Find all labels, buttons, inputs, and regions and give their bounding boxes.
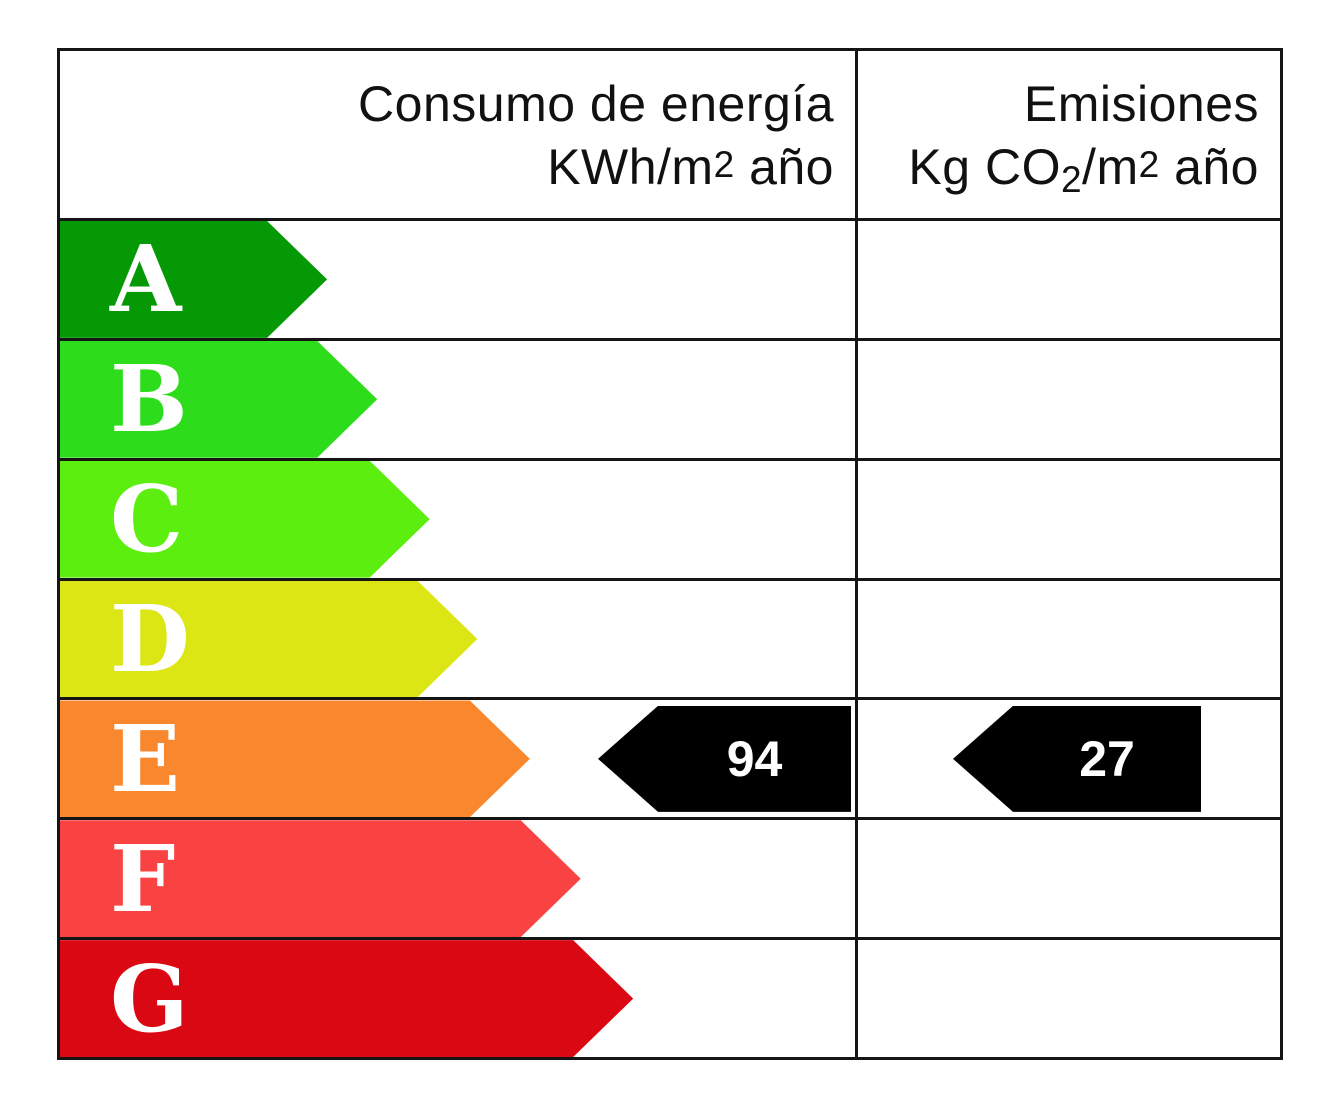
emissions-value-marker-arrow: 27 — [953, 705, 1201, 812]
emissions-column: Emisiones Kg CO2/m2 año 27 — [855, 51, 1280, 1057]
rating-row-g: G — [60, 937, 855, 1057]
rating-arrow-f: F — [60, 820, 581, 937]
rating-row-c: C — [60, 457, 855, 578]
rating-arrow-a: A — [60, 221, 327, 338]
rating-letter-g: G — [110, 944, 189, 1053]
rating-letter-c: C — [110, 465, 184, 574]
energy-header-line1: Consumo de energía — [358, 76, 834, 132]
rating-arrow-c: C — [60, 461, 430, 578]
rating-row-f: F — [60, 817, 855, 937]
superscript-2: 2 — [1138, 144, 1160, 186]
consumption-value: 94 — [726, 730, 783, 787]
rating-arrow-b: B — [60, 341, 377, 458]
superscript-2: 2 — [713, 144, 735, 186]
emissions-row-c — [858, 457, 1280, 578]
emissions-header-line2: Kg CO2/m2 año — [908, 139, 1259, 201]
rating-row-e: E 94 — [60, 697, 855, 817]
emissions-value: 27 — [1079, 730, 1135, 787]
emissions-column-header: Emisiones Kg CO2/m2 año — [858, 51, 1280, 218]
rating-letter-e: E — [110, 704, 181, 813]
subscript-2: 2 — [1060, 159, 1083, 201]
rating-letter-b: B — [110, 345, 188, 454]
consumption-value-marker-arrow: 94 — [598, 705, 851, 812]
energy-column-header: Consumo de energía KWh/m2 año — [60, 51, 855, 218]
emissions-row-a — [858, 218, 1280, 338]
energy-header-line2: KWh/m2 año — [547, 139, 834, 195]
rating-arrow-g: G — [60, 940, 633, 1057]
energy-certificate-table: Consumo de energía KWh/m2 año A B C D E — [57, 48, 1283, 1060]
emissions-row-b — [858, 337, 1280, 458]
emissions-header-line1: Emisiones — [1023, 76, 1259, 132]
rating-row-b: B — [60, 337, 855, 458]
rating-arrow-d: D — [60, 581, 477, 698]
rating-letter-a: A — [110, 225, 182, 334]
rating-letter-f: F — [110, 824, 176, 933]
emissions-row-g — [858, 937, 1280, 1057]
rating-letter-d: D — [110, 585, 190, 693]
rating-row-d: D — [60, 577, 855, 698]
emissions-row-d — [858, 577, 1280, 698]
emissions-row-f — [858, 817, 1280, 937]
rating-arrow-e: E — [60, 700, 530, 817]
rating-row-a: A — [60, 218, 855, 338]
energy-consumption-column: Consumo de energía KWh/m2 año A B C D E — [60, 51, 855, 1057]
emissions-row-e: 27 — [858, 697, 1280, 817]
